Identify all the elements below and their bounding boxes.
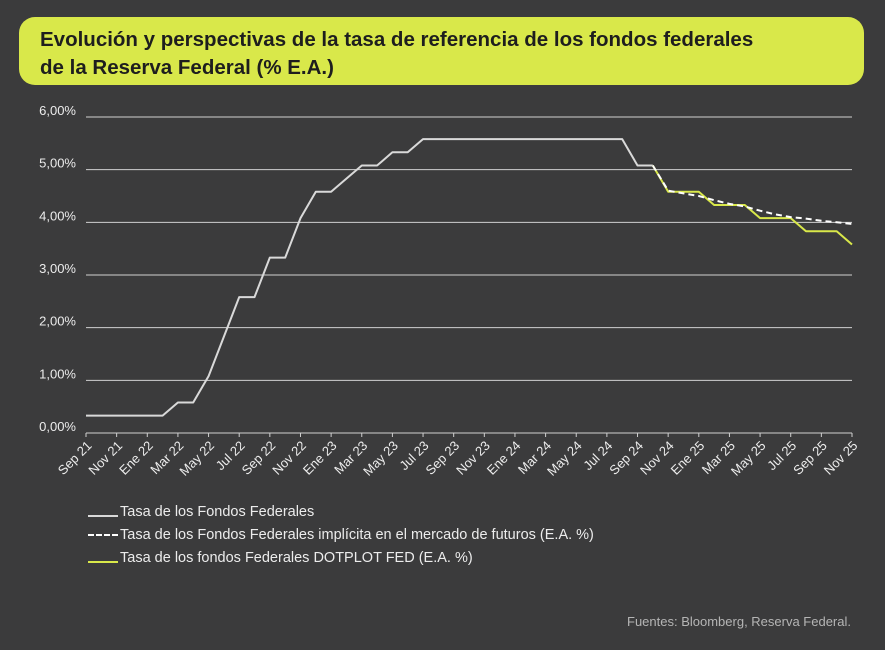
legend-item-futures: Tasa de los Fondos Federales implícita e… — [88, 523, 594, 546]
y-tick-label: 0,00% — [39, 419, 76, 434]
x-tick-label: Nov 23 — [453, 438, 493, 478]
y-tick-label: 1,00% — [39, 366, 76, 381]
x-tick-label: Ene 22 — [116, 438, 156, 478]
series-line-futures — [651, 164, 853, 225]
y-tick-label: 4,00% — [39, 208, 76, 223]
series-line-fed-funds — [86, 138, 653, 417]
x-tick-label: Sep 23 — [422, 438, 462, 478]
x-tick-label: Sep 25 — [790, 438, 830, 478]
y-tick-label: 3,00% — [39, 261, 76, 276]
legend-label: Tasa de los Fondos Federales — [120, 503, 315, 520]
x-tick-label: Nov 21 — [85, 438, 125, 478]
x-tick-label: Ene 24 — [484, 438, 524, 478]
x-tick-label: Sep 21 — [55, 438, 95, 478]
legend-swatch-solid-line — [88, 514, 118, 517]
x-tick-label: May 25 — [728, 438, 769, 479]
x-tick-label: Nov 24 — [637, 438, 677, 478]
x-tick-label: Nov 22 — [269, 438, 309, 478]
x-tick-label: Sep 22 — [239, 438, 279, 478]
x-tick-label: May 24 — [544, 438, 585, 479]
x-tick-label: May 23 — [360, 438, 401, 479]
chart-legend: Tasa de los Fondos Federales Tasa de los… — [88, 500, 594, 569]
y-tick-label: 2,00% — [39, 314, 76, 329]
x-tick-label: Nov 25 — [821, 438, 861, 478]
legend-item-fed-funds: Tasa de los Fondos Federales — [88, 500, 594, 523]
legend-swatch-yellow-line — [88, 560, 118, 563]
x-tick-label: Ene 25 — [668, 438, 708, 478]
x-tick-label: May 22 — [176, 438, 217, 479]
y-tick-label: 6,00% — [39, 103, 76, 118]
series-line-dotplot — [651, 164, 853, 246]
legend-label: Tasa de los fondos Federales DOTPLOT FED… — [120, 549, 473, 566]
legend-item-dotplot: Tasa de los fondos Federales DOTPLOT FED… — [88, 546, 594, 569]
chart-title-line-1: Evolución y perspectivas de la tasa de r… — [40, 28, 754, 51]
chart-title-box: Evolución y perspectivas de la tasa de r… — [19, 17, 864, 85]
y-tick-label: 5,00% — [39, 156, 76, 171]
source-note: Fuentes: Bloomberg, Reserva Federal. — [627, 614, 851, 629]
legend-label: Tasa de los Fondos Federales implícita e… — [120, 526, 594, 543]
x-tick-label: Ene 23 — [300, 438, 340, 478]
x-tick-label: Sep 24 — [606, 438, 646, 478]
legend-swatch-dashed-line — [88, 533, 118, 536]
chart-title-line-2: de la Reserva Federal (% E.A.) — [40, 56, 334, 79]
